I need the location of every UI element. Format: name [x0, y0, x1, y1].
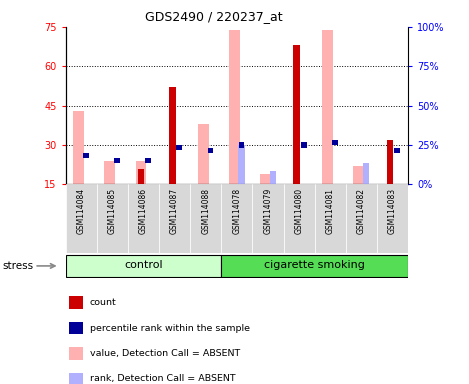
Text: GSM114081: GSM114081 — [325, 188, 335, 234]
Text: GSM114078: GSM114078 — [232, 188, 242, 234]
Bar — [221, 184, 252, 253]
Text: cigarette smoking: cigarette smoking — [264, 260, 365, 270]
Text: GDS2490 / 220237_at: GDS2490 / 220237_at — [144, 10, 282, 23]
Bar — [66, 255, 221, 277]
Text: GSM114086: GSM114086 — [139, 188, 148, 234]
Bar — [332, 140, 338, 145]
Bar — [169, 87, 175, 184]
Text: percentile rank within the sample: percentile rank within the sample — [90, 324, 250, 333]
Bar — [270, 171, 276, 184]
Bar — [386, 140, 393, 184]
Bar — [238, 145, 245, 184]
Text: rank, Detection Call = ABSENT: rank, Detection Call = ABSENT — [90, 374, 235, 383]
Text: GSM114079: GSM114079 — [264, 188, 272, 234]
Text: GSM114080: GSM114080 — [295, 188, 303, 234]
Text: GSM114088: GSM114088 — [201, 188, 210, 234]
Bar — [301, 142, 307, 147]
Bar — [69, 296, 83, 309]
Bar — [136, 161, 146, 184]
Bar — [284, 184, 315, 253]
Bar — [69, 348, 83, 359]
Text: GSM114082: GSM114082 — [357, 188, 366, 234]
Bar — [208, 147, 213, 153]
Bar — [159, 184, 190, 253]
Bar — [137, 169, 144, 184]
Bar — [69, 322, 83, 334]
Text: count: count — [90, 298, 116, 307]
Bar — [293, 45, 300, 184]
Bar — [114, 158, 120, 163]
Bar — [363, 163, 369, 184]
Bar — [176, 145, 182, 150]
Bar — [354, 166, 364, 184]
Text: GSM114083: GSM114083 — [388, 188, 397, 234]
Bar — [239, 142, 244, 147]
Text: stress: stress — [2, 261, 33, 271]
Bar — [315, 184, 346, 253]
Bar — [322, 30, 333, 184]
Bar — [221, 255, 408, 277]
Text: GSM114084: GSM114084 — [77, 188, 86, 234]
Bar — [83, 153, 89, 158]
Text: GSM114087: GSM114087 — [170, 188, 179, 234]
Bar — [394, 147, 400, 153]
Bar — [190, 184, 221, 253]
Text: value, Detection Call = ABSENT: value, Detection Call = ABSENT — [90, 349, 240, 358]
Bar — [69, 373, 83, 384]
Bar — [145, 158, 151, 163]
Bar — [97, 184, 128, 253]
Bar — [252, 184, 284, 253]
Bar — [229, 30, 240, 184]
Bar — [66, 184, 97, 253]
Bar — [377, 184, 408, 253]
Bar — [260, 174, 271, 184]
Bar — [73, 111, 84, 184]
Bar — [198, 124, 209, 184]
Text: control: control — [124, 260, 163, 270]
Bar — [128, 184, 159, 253]
Text: GSM114085: GSM114085 — [108, 188, 117, 234]
Bar — [105, 161, 115, 184]
Bar — [346, 184, 377, 253]
